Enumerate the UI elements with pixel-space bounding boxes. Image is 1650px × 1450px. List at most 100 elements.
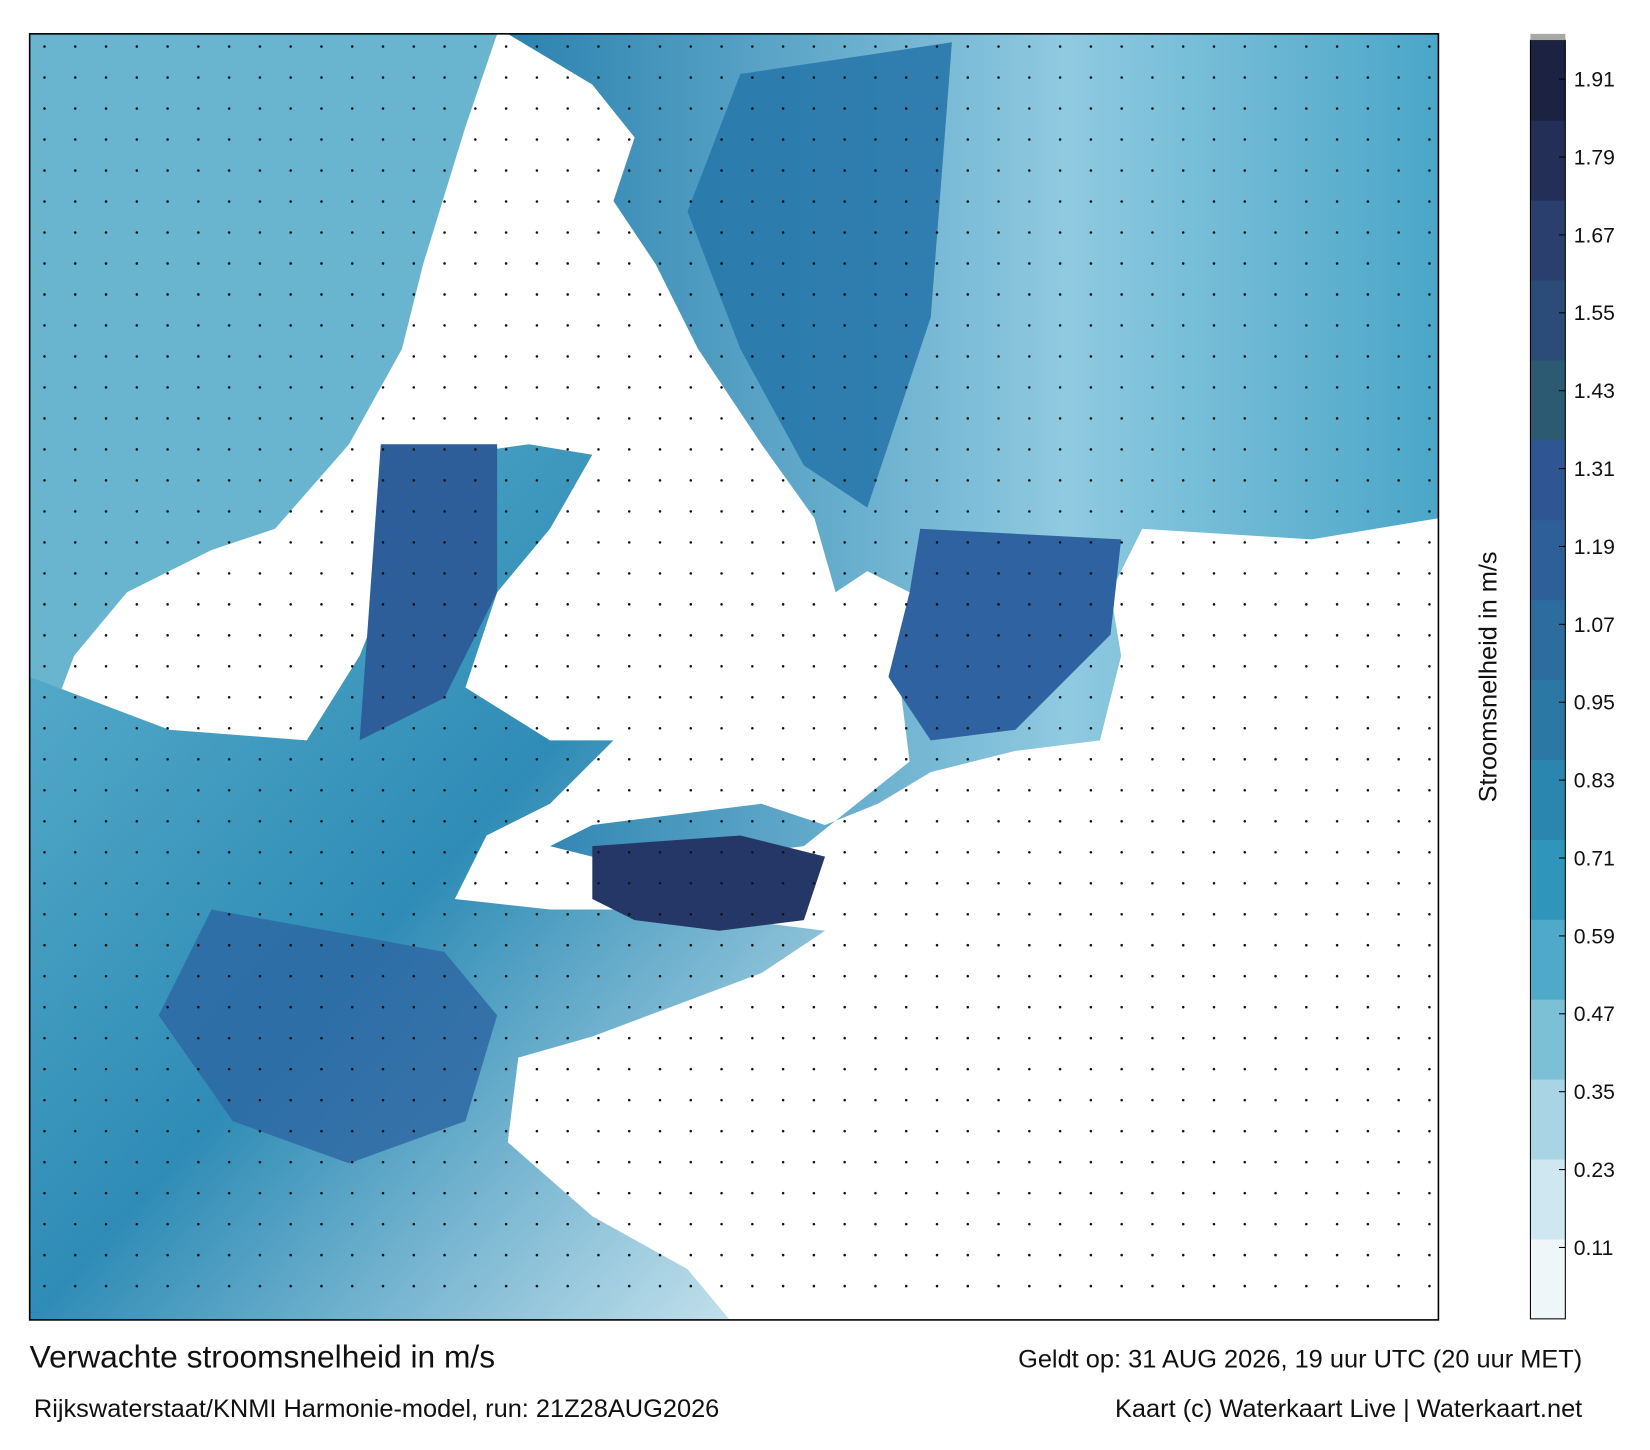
grid-dot (658, 1036, 662, 1040)
grid-dot (751, 107, 754, 110)
grid-dot (104, 169, 108, 172)
grid-dot (412, 665, 416, 668)
grid-dot (1058, 757, 1062, 761)
grid-dot (1243, 1067, 1247, 1071)
grid-dot (43, 1129, 46, 1133)
grid-dot (566, 603, 569, 606)
grid-dot (1243, 819, 1247, 823)
grid-dot (166, 1284, 169, 1288)
grid-dot (1120, 448, 1123, 451)
grid-dot (197, 45, 200, 48)
grid-dot (874, 324, 877, 327)
grid-dot (504, 912, 508, 916)
grid-dot (258, 293, 262, 296)
grid-dot (1212, 603, 1216, 606)
grid-dot (412, 1129, 416, 1133)
grid-dot (658, 448, 662, 451)
grid-dot (104, 881, 108, 885)
grid-dot (751, 1284, 754, 1288)
grid-dot (966, 138, 970, 141)
grid-dot (1243, 757, 1247, 761)
grid-dot (997, 696, 1000, 699)
grid-dot (1335, 1098, 1339, 1102)
grid-dot (504, 107, 508, 110)
grid-dot (935, 1160, 939, 1164)
grid-dot (751, 1160, 754, 1164)
grid-dot (43, 974, 46, 978)
grid-dot (627, 1284, 631, 1288)
grid-dot (597, 45, 600, 48)
grid-dot (320, 634, 323, 637)
grid-dot (935, 1129, 939, 1133)
grid-dot (935, 169, 939, 172)
grid-dot (874, 819, 877, 823)
grid-dot (935, 850, 939, 854)
grid-dot (350, 200, 354, 203)
grid-dot (1028, 788, 1031, 792)
grid-dot (1428, 169, 1431, 172)
grid-dot (1366, 262, 1370, 265)
grid-dot (73, 324, 77, 327)
grid-dot (966, 665, 970, 668)
grid-dot (966, 324, 970, 327)
grid-dot (1120, 912, 1123, 916)
grid-dot (1335, 1067, 1339, 1071)
grid-dot (166, 696, 169, 699)
grid-dot (597, 1067, 600, 1071)
grid-dot (412, 1098, 416, 1102)
grid-dot (997, 757, 1000, 761)
grid-dot (1335, 634, 1339, 637)
grid-dot (443, 45, 446, 48)
grid-dot (1089, 417, 1093, 420)
grid-dot (997, 974, 1000, 978)
grid-dot (1181, 1284, 1185, 1288)
grid-dot (258, 200, 262, 203)
grid-dot (1028, 819, 1031, 823)
grid-dot (812, 138, 816, 141)
grid-dot (966, 448, 970, 451)
grid-dot (43, 386, 46, 389)
grid-dot (443, 1129, 446, 1133)
grid-dot (1181, 169, 1185, 172)
grid-dot (320, 1129, 323, 1133)
grid-dot (689, 912, 693, 916)
grid-dot (1058, 541, 1062, 544)
grid-dot (1058, 1160, 1062, 1164)
grid-dot (874, 1160, 877, 1164)
grid-dot (781, 200, 785, 203)
grid-dot (966, 479, 970, 482)
grid-dot (412, 974, 416, 978)
grid-dot (73, 45, 77, 48)
grid-dot (1089, 819, 1093, 823)
grid-dot (443, 1191, 446, 1195)
grid-dot (1428, 231, 1431, 234)
grid-dot (1028, 881, 1031, 885)
grid-dot (1089, 1191, 1093, 1195)
grid-dot (658, 541, 662, 544)
grid-dot (904, 417, 908, 420)
grid-dot (781, 665, 785, 668)
grid-dot (720, 850, 723, 854)
grid-dot (597, 138, 600, 141)
grid-dot (1274, 200, 1277, 203)
grid-dot (197, 1005, 200, 1009)
grid-dot (73, 1160, 77, 1164)
grid-dot (1428, 1222, 1431, 1226)
grid-dot (658, 881, 662, 885)
grid-dot (289, 696, 292, 699)
grid-dot (566, 1005, 569, 1009)
grid-dot (566, 324, 569, 327)
grid-dot (1335, 727, 1339, 730)
grid-dot (258, 943, 262, 947)
grid-dot (935, 1098, 939, 1102)
grid-dot (904, 1036, 908, 1040)
grid-dot (1335, 45, 1339, 48)
grid-dot (1028, 479, 1031, 482)
colorbar-label: Stroomsnelheid in m/s (1475, 551, 1503, 802)
grid-dot (1058, 231, 1062, 234)
grid-dot (535, 757, 539, 761)
grid-dot (1428, 324, 1431, 327)
grid-dot (73, 788, 77, 792)
grid-dot (443, 757, 446, 761)
grid-dot (443, 1098, 446, 1102)
